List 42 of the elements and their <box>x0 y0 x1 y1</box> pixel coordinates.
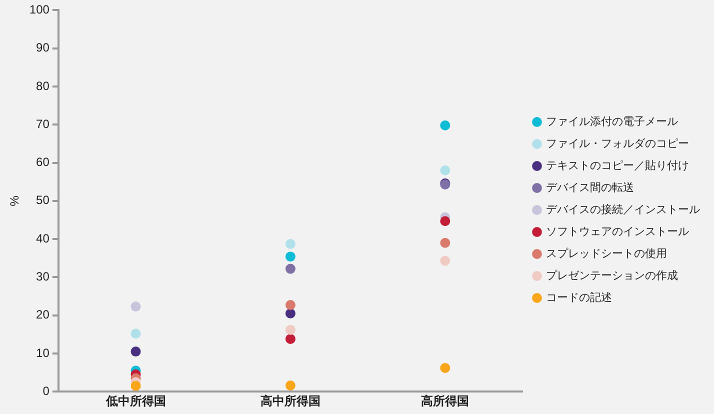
legend-label: プレゼンテーションの作成 <box>546 268 678 282</box>
x-tick-label: 高所得国 <box>421 394 470 408</box>
legend-label: スプレッドシートの使用 <box>546 246 667 260</box>
y-tick-label: 90 <box>36 40 50 55</box>
legend-label: ソフトウェアのインストール <box>546 224 689 238</box>
y-tick-label: 40 <box>36 231 50 246</box>
point <box>285 334 296 344</box>
y-tick-label: 10 <box>36 346 50 360</box>
legend-label: テキストのコピー／貼り付け <box>546 158 689 172</box>
point <box>285 324 296 335</box>
point <box>285 300 296 310</box>
y-axis-title: % <box>8 195 22 206</box>
point <box>130 380 141 391</box>
y-tick-label: 80 <box>36 78 50 93</box>
point <box>285 264 296 274</box>
y-tick-label: 0 <box>42 384 50 398</box>
point <box>285 308 296 318</box>
point <box>285 252 296 262</box>
y-tick-label: 60 <box>36 155 50 170</box>
point <box>440 256 450 266</box>
point <box>440 165 450 176</box>
point <box>440 362 450 373</box>
point <box>285 239 296 249</box>
point <box>440 238 450 248</box>
y-tick-label: 50 <box>36 193 50 208</box>
y-tick-label: 70 <box>36 116 50 131</box>
y-tick-label: 30 <box>36 269 50 284</box>
point <box>440 120 450 130</box>
x-tick-label: 低中所得国 <box>104 394 166 408</box>
point <box>285 380 296 390</box>
legend-label: デバイスの接続／インストール <box>546 202 700 216</box>
legend-label: ファイル添付の電子メール <box>546 114 678 128</box>
point <box>440 216 450 226</box>
legend-label: ファイル・フォルダのコピー <box>546 136 689 150</box>
point <box>130 328 141 339</box>
x-tick-label: 高中所得国 <box>260 394 320 408</box>
point <box>130 346 141 357</box>
legend-label: デバイス間の転送 <box>546 180 634 194</box>
legend-label: コードの記述 <box>546 290 612 304</box>
y-tick-label: 100 <box>29 2 50 17</box>
point <box>130 302 141 312</box>
y-tick-label: 20 <box>36 308 50 322</box>
